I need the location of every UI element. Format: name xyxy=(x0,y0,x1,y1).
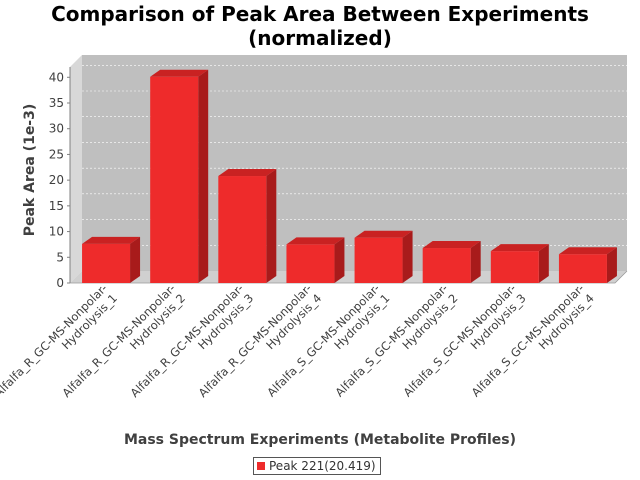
y-tick-label: 5 xyxy=(56,250,64,264)
bar-side xyxy=(334,237,345,283)
plot-floor xyxy=(70,271,627,283)
y-tick-label: 0 xyxy=(56,276,64,290)
legend-swatch xyxy=(257,462,265,470)
y-tick-label: 15 xyxy=(49,199,64,213)
bar-front xyxy=(354,237,403,283)
bar-front xyxy=(150,76,199,284)
bar-top xyxy=(558,247,617,255)
bar xyxy=(422,241,481,283)
bar xyxy=(558,247,617,283)
y-tick-label: 20 xyxy=(49,173,64,187)
bar-side xyxy=(470,241,481,283)
bar-front xyxy=(490,251,539,283)
x-tick-labels: Alfalfa_R_GC-MS-Nonpolar-Hydrolysis_1Alf… xyxy=(0,281,597,400)
y-tick-label: 25 xyxy=(49,147,64,161)
bar-top xyxy=(422,241,481,249)
x-tick-label: Alfalfa_R_GC-MS-Nonpolar-Hydrolysis_4 xyxy=(196,281,325,400)
y-tick-label: 35 xyxy=(49,96,64,110)
x-tick-label: Alfalfa_R_GC-MS-Nonpolar-Hydrolysis_2 xyxy=(59,281,188,400)
bar-top xyxy=(286,237,345,245)
y-tick-label: 30 xyxy=(49,122,64,136)
bar-side xyxy=(130,236,141,283)
bar xyxy=(150,69,209,284)
chart-title-line: Comparison of Peak Area Between Experime… xyxy=(51,2,589,26)
y-tick-labels: 0 5 10 15 20 25 30 35 40 xyxy=(49,70,70,290)
bar-side xyxy=(266,169,277,283)
plot-back-wall xyxy=(82,55,627,271)
bars xyxy=(82,69,617,284)
bar-top xyxy=(354,230,413,238)
bar-top xyxy=(218,169,277,177)
bar-top xyxy=(82,236,141,244)
x-tick-label: Alfalfa_R_GC-MS-Nonpolar-Hydrolysis_3 xyxy=(127,281,256,400)
bar-top xyxy=(150,69,209,77)
bar-side xyxy=(538,244,549,283)
bar-front xyxy=(82,243,131,283)
bar-front xyxy=(218,176,267,283)
bar xyxy=(286,237,345,283)
bar-side xyxy=(198,69,209,284)
plot-left-wall xyxy=(70,55,82,283)
bar xyxy=(82,236,141,283)
chart-title-line: (normalized) xyxy=(248,26,392,50)
legend-label: Peak 221(20.419) xyxy=(269,459,376,473)
bar xyxy=(218,169,277,283)
y-axis-title: Peak Area (1e-3) xyxy=(22,103,38,237)
x-tick-label: Alfalfa_S_GC-MS-Nonpolar-Hydrolysis_1 xyxy=(264,281,392,399)
y-tick-label: 40 xyxy=(49,70,64,84)
x-tick-label: Alfalfa_S_GC-MS-Nonpolar-Hydrolysis_2 xyxy=(332,281,460,399)
x-tick-label: Alfalfa_S_GC-MS-Nonpolar-Hydrolysis_3 xyxy=(400,281,528,399)
bar-top xyxy=(490,244,549,252)
bar-front xyxy=(286,244,335,283)
legend: Peak 221(20.419) xyxy=(253,457,381,475)
grid-lines xyxy=(82,64,627,246)
bar-side xyxy=(606,247,617,283)
y-tick-label: 10 xyxy=(49,225,64,239)
x-tick-label-line: Alfalfa_R_GC-MS-Nonpolar- xyxy=(0,281,110,400)
bar-front xyxy=(558,254,607,283)
chart-title: Comparison of Peak Area Between Experime… xyxy=(0,2,640,50)
x-tick-label: Alfalfa_S_GC-MS-Nonpolar-Hydrolysis_4 xyxy=(469,281,597,399)
bar-side xyxy=(402,230,413,283)
bar-front xyxy=(422,248,471,283)
x-axis-title: Mass Spectrum Experiments (Metabolite Pr… xyxy=(123,432,517,448)
bar xyxy=(354,230,413,283)
bar xyxy=(490,244,549,283)
